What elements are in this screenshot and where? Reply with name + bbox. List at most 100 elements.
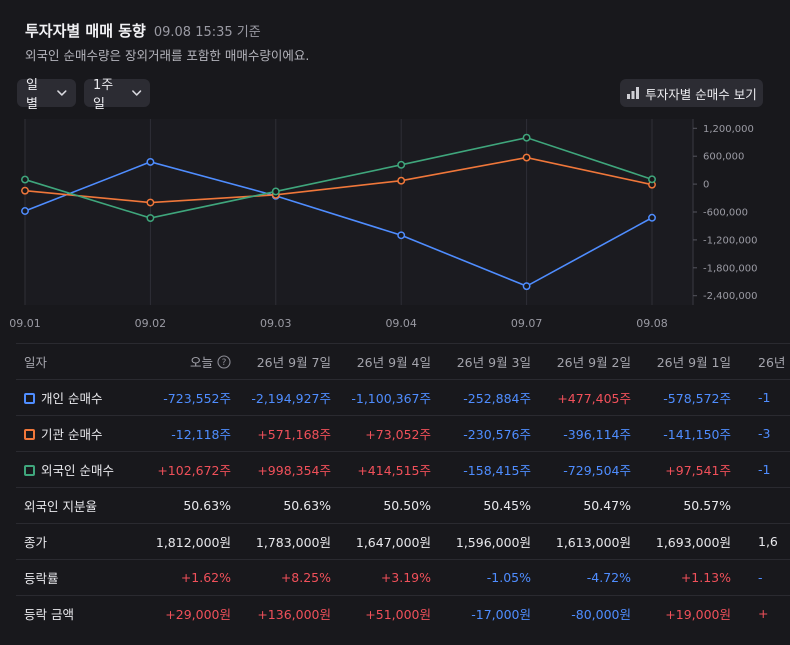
view-button-label: 투자자별 순매수 보기 — [645, 86, 757, 102]
row-label-text: 개인 순매수 — [41, 391, 103, 406]
y-tick-label: 1,200,000 — [703, 124, 754, 135]
row-label-text: 기관 순매수 — [41, 427, 103, 442]
table-cell: -4.72% — [536, 559, 636, 596]
data-point[interactable] — [21, 175, 29, 184]
row-label: 외국인 순매수 — [16, 451, 136, 488]
table-cell: -17,000원 — [436, 595, 536, 632]
data-point[interactable] — [271, 187, 280, 196]
table-cell: -1 — [736, 451, 790, 488]
table-cell: 1,596,000원 — [436, 523, 536, 560]
table-cell: +1.62% — [136, 559, 236, 596]
chevron-down-icon — [131, 90, 141, 96]
data-point[interactable] — [146, 214, 155, 222]
table-cell: -578,572주 — [636, 379, 736, 416]
table-row: 등락 금액 +29,000원 +136,000원 +51,000원 -17,000원 -8… — [16, 595, 790, 632]
table-cell: -396,114주 — [536, 415, 636, 452]
page-subtitle: 외국인 순매수량은 장외거래를 포함한 매매수량이에요. — [25, 48, 310, 63]
row-label: 외국인 지분율 — [16, 487, 136, 524]
row-label: 등락률 — [16, 559, 136, 596]
header-today: 오늘 ? — [136, 343, 236, 380]
view-investor-net-buy-button[interactable]: 투자자별 순매수 보기 — [620, 79, 763, 107]
investor-trend-chart: 1,200,000 600,000 0 -600,000 -1,200,000 -1,80… — [9, 119, 758, 330]
data-point[interactable] — [397, 176, 406, 185]
data-point[interactable] — [21, 207, 29, 215]
table-cell: +51,000원 — [336, 595, 436, 632]
data-point[interactable] — [397, 160, 406, 169]
header: 투자자별 매매 동향 09.08 15:35 기준 — [25, 20, 261, 41]
table-cell: 50.63% — [136, 487, 236, 524]
header-date-col: 26년 9월 1일 — [636, 343, 736, 380]
table-cell — [736, 487, 790, 524]
table-cell: 50.47% — [536, 487, 636, 524]
table-row: 개인 순매수 -723,552주 -2,194,927주 -1,100,367주 -25… — [16, 379, 790, 416]
chevron-down-icon — [57, 90, 67, 96]
table-cell: -230,576주 — [436, 415, 536, 452]
data-point[interactable] — [522, 153, 531, 162]
header-date-col: 26년 9월 2일 — [536, 343, 636, 380]
page-title: 투자자별 매매 동향 — [25, 22, 146, 40]
range-dropdown[interactable]: 1주일 — [84, 78, 150, 112]
table-cell: -1 — [736, 379, 790, 416]
range-label: 1주일 — [93, 78, 114, 112]
table-cell: +73,052주 — [336, 415, 436, 452]
header-date-col: 26년 9월 4일 — [336, 343, 436, 380]
row-label: 등락 금액 — [16, 595, 136, 632]
table-row: 외국인 지분율 50.63% 50.63% 50.50% 50.45% 50.47% 50.… — [16, 487, 790, 524]
data-point[interactable] — [648, 175, 656, 184]
row-label-text: 외국인 순매수 — [41, 463, 114, 478]
row-label: 종가 — [16, 523, 136, 560]
table-cell: +97,541주 — [636, 451, 736, 488]
table-cell: -252,884주 — [436, 379, 536, 416]
period-unit-dropdown[interactable]: 일별 — [17, 78, 76, 112]
table-cell: 1,693,000원 — [636, 523, 736, 560]
header-date: 일자 — [16, 343, 136, 380]
table-cell: +414,515주 — [336, 451, 436, 488]
table-row: 종가 1,812,000원 1,783,000원 1,647,000원 1,596,00… — [16, 523, 790, 560]
row-label-text: 등락 금액 — [24, 607, 74, 623]
row-label: 기관 순매수 — [16, 415, 136, 452]
header-today-label: 오늘 — [189, 355, 213, 370]
table-cell: -158,415주 — [436, 451, 536, 488]
table-cell: +8.25% — [236, 559, 336, 596]
data-point[interactable] — [522, 282, 531, 291]
table-cell: 50.50% — [336, 487, 436, 524]
table-cell: -729,504주 — [536, 451, 636, 488]
data-point[interactable] — [146, 157, 155, 166]
table-cell: -3 — [736, 415, 790, 452]
x-tick-label: 09.03 — [260, 317, 292, 330]
table-cell: -1,100,367주 — [336, 379, 436, 416]
table-cell: 1,6 — [736, 523, 790, 560]
table-row: 외국인 순매수 +102,672주 +998,354주 +414,515주 -158,4… — [16, 451, 790, 488]
table-cell: -2,194,927주 — [236, 379, 336, 416]
plot-area — [25, 119, 693, 305]
data-point[interactable] — [522, 133, 531, 142]
row-label: 개인 순매수 — [16, 379, 136, 416]
table-cell: +3.19% — [336, 559, 436, 596]
table-cell: +102,672주 — [136, 451, 236, 488]
table-cell: 50.45% — [436, 487, 536, 524]
table-cell: 1,812,000원 — [136, 523, 236, 560]
y-tick-label: -2,400,000 — [703, 291, 758, 302]
question-icon[interactable]: ? — [217, 354, 231, 369]
series-line — [24, 156, 653, 204]
table-cell: -12,118주 — [136, 415, 236, 452]
header-date-col: 26년 — [736, 343, 790, 380]
table-cell: 1,647,000원 — [336, 523, 436, 560]
data-point[interactable] — [146, 198, 155, 207]
table-row: 등락률 +1.62% +8.25% +3.19% -1.05% -4.72% +1.13% - — [16, 559, 790, 596]
timestamp: 09.08 15:35 기준 — [153, 25, 261, 40]
x-tick-label: 09.07 — [511, 317, 543, 330]
table-cell: +571,168주 — [236, 415, 336, 452]
table-cell: +19,000원 — [636, 595, 736, 632]
table-cell: +1.13% — [636, 559, 736, 596]
y-tick-label: 0 — [703, 180, 709, 191]
table-cell: +998,354주 — [236, 451, 336, 488]
svg-text:?: ? — [222, 358, 227, 368]
header-date-col: 26년 9월 7일 — [236, 343, 336, 380]
data-point[interactable] — [648, 213, 656, 222]
table-cell: - — [736, 559, 790, 596]
x-tick-label: 09.01 — [9, 317, 41, 330]
data-point[interactable] — [21, 186, 29, 195]
table-header-row: 일자 오늘 ? 26년 9월 7일 26년 9월 4일 26년 9월 3일 26… — [16, 343, 790, 380]
data-point[interactable] — [397, 231, 406, 240]
